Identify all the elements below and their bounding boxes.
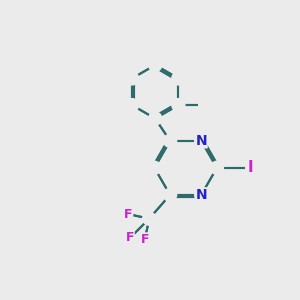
- Circle shape: [149, 58, 162, 72]
- Text: F: F: [124, 208, 133, 221]
- Circle shape: [148, 161, 161, 174]
- Circle shape: [125, 99, 139, 112]
- Circle shape: [210, 161, 224, 174]
- Circle shape: [195, 188, 208, 201]
- Circle shape: [164, 134, 177, 147]
- Circle shape: [172, 72, 185, 85]
- Text: F: F: [140, 233, 149, 246]
- Text: F: F: [126, 232, 134, 244]
- Text: I: I: [248, 160, 254, 175]
- Circle shape: [125, 72, 139, 85]
- Circle shape: [172, 99, 185, 112]
- Circle shape: [143, 212, 156, 225]
- Circle shape: [164, 188, 177, 201]
- Circle shape: [195, 134, 208, 147]
- Text: N: N: [196, 188, 207, 202]
- Text: N: N: [196, 134, 207, 148]
- Circle shape: [149, 112, 162, 125]
